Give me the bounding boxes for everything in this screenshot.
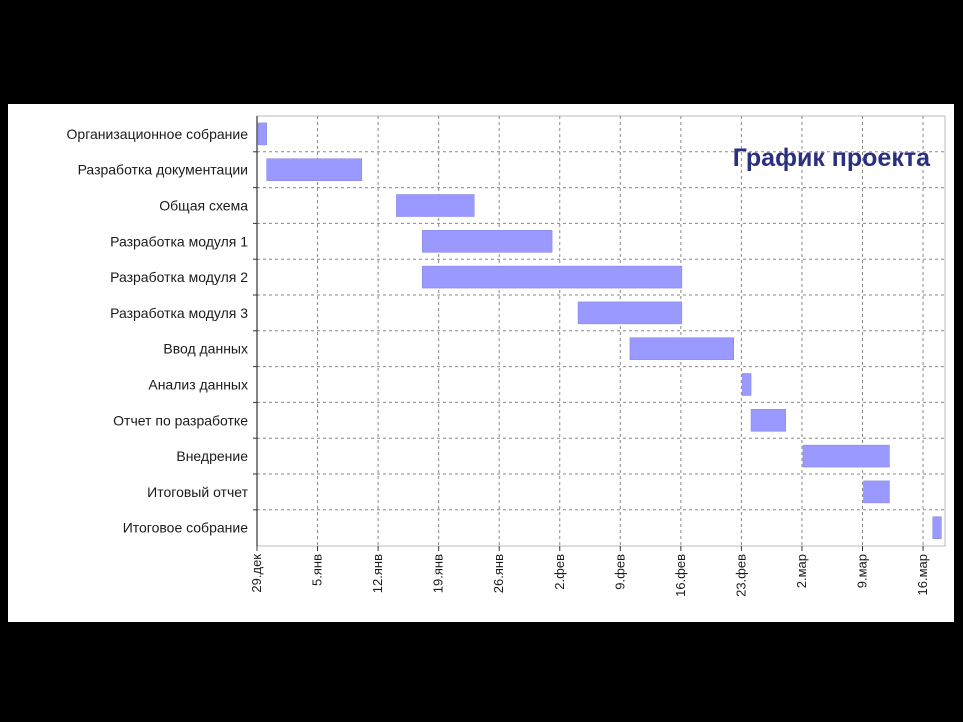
task-label: Внедрение: [176, 448, 248, 464]
x-tick-label: 9.фев: [612, 554, 627, 590]
task-bar: [422, 230, 553, 253]
letterbox-top: [0, 0, 963, 104]
x-tick-label: 2.мар: [794, 554, 809, 588]
task-label: Разработка документации: [78, 162, 248, 178]
task-bar: [863, 480, 890, 504]
letterbox-bottom: [0, 622, 963, 722]
task-bar: [932, 516, 942, 539]
chart-title: График проекта: [733, 144, 931, 172]
x-tick-label: 16.фев: [673, 554, 688, 597]
x-tick-label: 5.янв: [310, 554, 325, 586]
task-bar: [802, 444, 890, 468]
task-bar: [750, 409, 786, 432]
task-bar: [266, 158, 363, 181]
x-tick-label: 12.янв: [370, 554, 385, 593]
task-bar: [577, 301, 683, 325]
x-tick-label: 19.янв: [431, 554, 446, 593]
grid-lines: [253, 115, 946, 547]
task-label: Разработка модуля 2: [110, 269, 248, 285]
task-bar: [257, 122, 267, 146]
gantt-chart: Организационное собрание Разработка докум…: [67, 115, 946, 597]
task-label: Организационное собрание: [67, 126, 249, 142]
x-tick-label: 16.мар: [915, 554, 930, 595]
task-label: Анализ данных: [148, 377, 248, 393]
chart-frame: Организационное собрание Разработка докум…: [8, 104, 954, 622]
task-bar: [629, 337, 735, 360]
task-label: Итоговое собрание: [123, 520, 249, 536]
x-tick-label: 2.фев: [552, 554, 567, 590]
x-tick-label: 26.янв: [491, 554, 506, 593]
task-label: Разработка модуля 1: [110, 233, 248, 249]
task-labels: Организационное собрание Разработка докум…: [67, 126, 249, 536]
task-label: Ввод данных: [163, 341, 248, 357]
task-bar: [422, 265, 683, 289]
task-label: Общая схема: [159, 198, 248, 214]
task-bars: [257, 122, 942, 539]
task-label: Отчет по разработке: [113, 412, 248, 428]
task-bar: [742, 373, 752, 396]
task-label: Разработка модуля 3: [110, 305, 248, 321]
x-tick-label: 29.дек: [249, 554, 264, 593]
x-tick-label: 9.мар: [855, 554, 870, 588]
x-tick-label: 23.фев: [733, 554, 748, 597]
task-label: Итоговый отчет: [147, 484, 248, 500]
x-axis-ticks: 29.дек 5.янв 12.янв 19.янв 26.янв 2.фев 9.фев 1…: [249, 546, 930, 597]
task-bar: [396, 194, 475, 217]
